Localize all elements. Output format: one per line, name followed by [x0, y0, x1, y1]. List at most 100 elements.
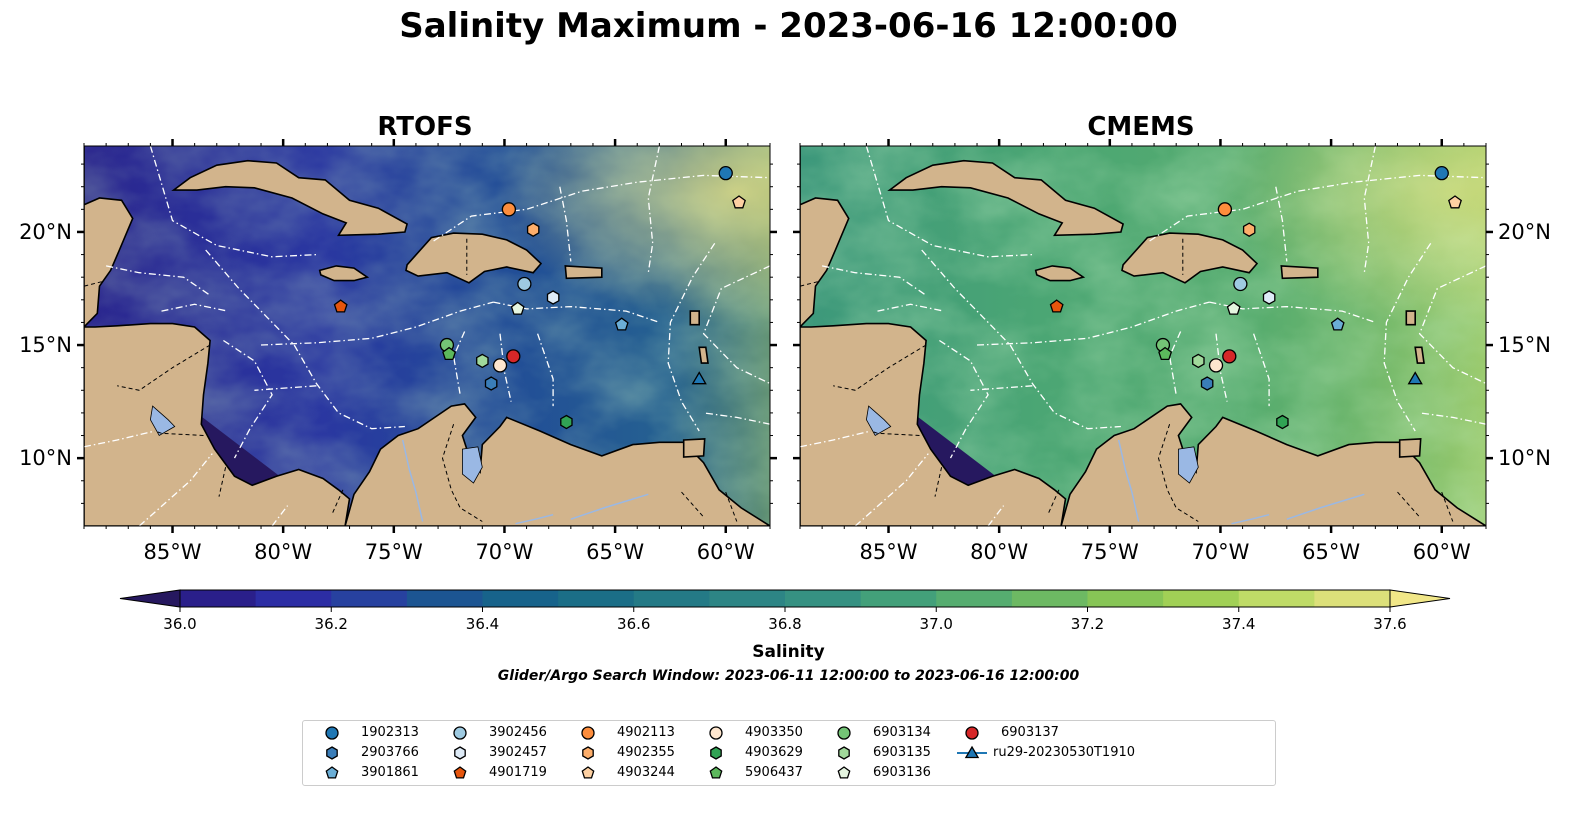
marker-2903766 — [1200, 376, 1214, 391]
lon-tick-label: 75°W — [1081, 540, 1139, 564]
colorbar-tick-label: 36.2 — [315, 615, 348, 633]
country-border — [833, 344, 927, 391]
eez-boundary — [1383, 242, 1432, 432]
country-border — [117, 344, 211, 391]
colorbar-bin — [785, 590, 862, 607]
map-frame — [799, 145, 1487, 527]
marker-4902355 — [526, 222, 540, 237]
eez-boundary — [865, 146, 1033, 258]
lat-tick-label: 15°N — [1498, 333, 1551, 357]
lat-tick-label: 15°N — [19, 333, 72, 357]
legend-label: 4901719 — [489, 765, 547, 780]
lat-tick-label: 10°N — [19, 446, 72, 470]
panel-title-cmems: CMEMS — [1087, 112, 1195, 142]
colorbar-label: Salinity — [752, 642, 825, 662]
eez-boundary — [149, 146, 317, 258]
colorbar-bin — [1163, 590, 1240, 607]
lake — [149, 405, 176, 437]
land-south-america — [344, 403, 770, 526]
colorbar-tick-label: 37.2 — [1071, 615, 1104, 633]
colorbar-bin — [1011, 590, 1088, 607]
marker-4903350 — [492, 358, 508, 373]
eez-boundary — [559, 186, 572, 262]
eez-boundary — [105, 265, 211, 296]
marker-3902457 — [546, 290, 560, 305]
lon-tick-label: 85°W — [860, 540, 918, 564]
marker-1902313 — [1434, 165, 1449, 181]
marker-6903137 — [506, 349, 521, 364]
legend-marker-circle — [709, 726, 723, 740]
river — [1231, 513, 1270, 525]
eez-boundary — [84, 430, 155, 448]
country-border — [218, 467, 227, 497]
map-frame — [83, 145, 771, 527]
colorbar-tick-label: 36.6 — [617, 615, 650, 633]
legend-label: 3901861 — [361, 765, 419, 780]
colorbar-bin — [709, 590, 786, 607]
legend-marker-pentagon — [325, 766, 339, 779]
eez-boundary — [667, 242, 716, 432]
legend-marker-circle — [965, 726, 979, 740]
colorbar-bin — [633, 590, 710, 607]
land-jamaica — [318, 265, 370, 282]
land-trinidad — [1398, 438, 1422, 458]
eez-boundary — [1009, 344, 1121, 430]
legend-label: 1902313 — [361, 725, 419, 740]
land-south-america — [1060, 403, 1486, 526]
eez-boundary — [293, 344, 405, 430]
legend-label: 6903137 — [1001, 725, 1059, 740]
colorbar-bin — [936, 590, 1013, 607]
marker-2903766 — [484, 376, 498, 391]
eez-boundary — [800, 430, 871, 448]
colorbar-bin — [255, 590, 332, 607]
marker-3901861 — [614, 317, 629, 331]
country-border — [1157, 424, 1199, 522]
legend-marker-circle — [325, 726, 339, 740]
land-lesser-antilles-b — [698, 346, 709, 364]
eez-boundary — [970, 385, 1033, 391]
colorbar-bin — [860, 590, 937, 607]
land-lesser-antilles-a — [689, 310, 701, 326]
legend-marker-circle — [453, 726, 467, 740]
colorbar-bin — [1238, 590, 1315, 607]
legend-label: 5906437 — [745, 765, 803, 780]
legend: 1902313 2903766 3901861 3902456 3902457 49017… — [302, 720, 1276, 786]
marker-3902456 — [1233, 276, 1248, 292]
country-border — [800, 281, 818, 287]
eez-boundary — [536, 333, 554, 407]
colorbar-bin — [180, 590, 257, 607]
marker-4903629 — [1276, 414, 1289, 430]
lake — [461, 446, 483, 484]
lon-tick-label: 65°W — [1302, 540, 1360, 564]
lon-tick-label: 60°W — [1413, 540, 1471, 564]
eez-boundary — [1363, 146, 1377, 273]
country-border — [441, 424, 483, 522]
lon-tick-label: 80°W — [970, 540, 1028, 564]
country-border — [934, 467, 943, 497]
land-hispaniola — [1121, 232, 1259, 284]
land-mexico-yucatan — [800, 146, 850, 329]
colorbar-bin — [1314, 590, 1391, 607]
eez-boundary — [877, 303, 944, 312]
legend-marker-hexagon — [454, 746, 466, 760]
land-puerto-rico — [1280, 265, 1319, 280]
land-cuba — [171, 159, 409, 237]
eez-boundary — [854, 453, 929, 526]
eez-boundary — [1215, 333, 1228, 402]
marker-5906437 — [1158, 346, 1173, 361]
land-trinidad — [682, 438, 706, 458]
marker-3902456 — [517, 276, 532, 292]
marker-6903136 — [510, 301, 525, 315]
eez-boundary — [1149, 174, 1486, 242]
colorbar-tick-label: 36.0 — [163, 615, 196, 633]
eez-boundary — [223, 339, 273, 459]
marker-3902457 — [1262, 290, 1276, 305]
marker-4902113 — [501, 202, 517, 217]
marker-4901719 — [1049, 299, 1064, 313]
eez-boundary — [1418, 265, 1486, 385]
eez-boundary — [205, 249, 295, 346]
legend-marker-pentagon — [709, 766, 723, 779]
eez-boundary — [1252, 333, 1270, 407]
eez-boundary — [987, 505, 1005, 526]
